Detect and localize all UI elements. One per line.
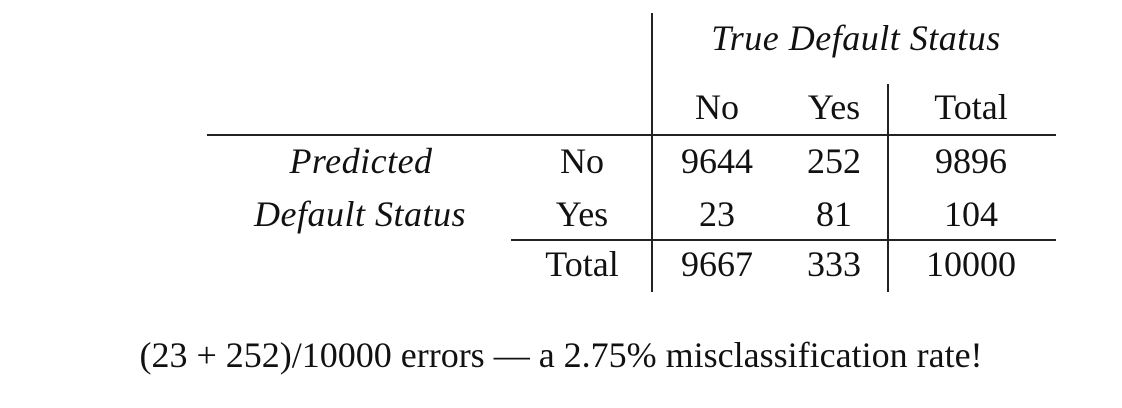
row-label-no: No <box>560 141 604 181</box>
table-cell: 10000 <box>926 244 1016 284</box>
table-cell: 9667 <box>681 244 753 284</box>
table-cell: 23 <box>699 194 735 234</box>
column-header-yes: Yes <box>807 87 861 127</box>
table-cell: 104 <box>944 194 998 234</box>
table-cell: 333 <box>807 244 861 284</box>
table-header-rule <box>207 134 1056 136</box>
table-vertical-divider-right <box>887 84 889 292</box>
table-total-rule <box>511 239 1056 241</box>
row-label-total: Total <box>545 244 619 284</box>
table-cell: 9644 <box>681 141 753 181</box>
row-label-yes: Yes <box>555 194 609 234</box>
misclassification-caption: (23 + 252)/10000 errors — a 2.75% miscla… <box>139 335 983 375</box>
column-group-header: True Default Status <box>711 18 1001 58</box>
table-cell: 252 <box>807 141 861 181</box>
row-group-header-line1: Predicted <box>289 141 433 181</box>
table-vertical-divider-left <box>651 13 653 292</box>
row-group-header-line2: Default Status <box>254 194 466 234</box>
table-cell: 81 <box>816 194 852 234</box>
column-header-total: Total <box>934 87 1008 127</box>
column-header-no: No <box>695 87 739 127</box>
table-cell: 9896 <box>935 141 1007 181</box>
